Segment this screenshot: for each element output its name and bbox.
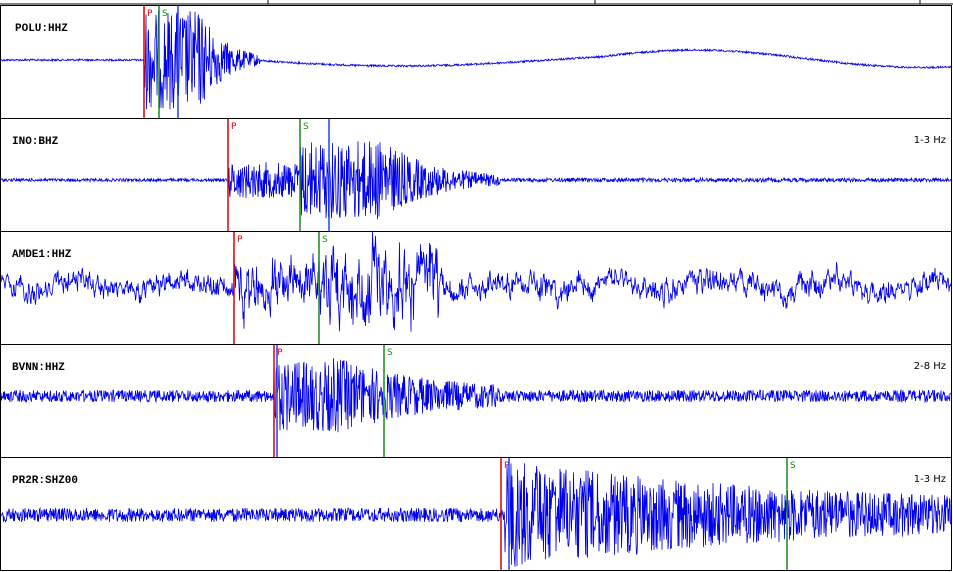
trace-panel: P S BVNN:HHZ 2-8 Hz (0, 344, 952, 458)
station-label: PR2R:SHZ00 (12, 475, 78, 487)
station-label: POLU:HHZ (15, 23, 68, 35)
trace-panel: P S PR2R:SHZ00 1-3 Hz (0, 457, 952, 571)
station-label: AMDE1:HHZ (12, 249, 72, 261)
panel-frame (0, 5, 952, 119)
filter-label: 1-3 Hz (914, 135, 946, 146)
pick-label: S (162, 9, 168, 19)
pick-label: P (231, 122, 237, 132)
trace-panel: P S AMDE1:HHZ (0, 231, 952, 345)
pick-label: S (303, 122, 309, 132)
station-label: BVNN:HHZ (12, 362, 65, 374)
pick-label: P (237, 235, 243, 245)
waveform (0, 141, 952, 220)
trace-panel: P S INO:BHZ 1-3 Hz (0, 118, 952, 232)
pick-label: P (504, 461, 510, 471)
pick-label: S (322, 235, 328, 245)
waveform (0, 358, 952, 433)
pick-label: S (790, 461, 796, 471)
pick-label: S (387, 348, 393, 358)
pick-label: P (277, 348, 283, 358)
panel-frame (0, 457, 952, 571)
trace-panel: P S POLU:HHZ (0, 5, 952, 119)
waveform (0, 231, 952, 332)
waveform (0, 463, 952, 567)
filter-label: 1-3 Hz (914, 474, 946, 485)
pick-label: P (147, 9, 153, 19)
filter-label: 2-8 Hz (914, 361, 946, 372)
station-label: INO:BHZ (12, 136, 59, 148)
